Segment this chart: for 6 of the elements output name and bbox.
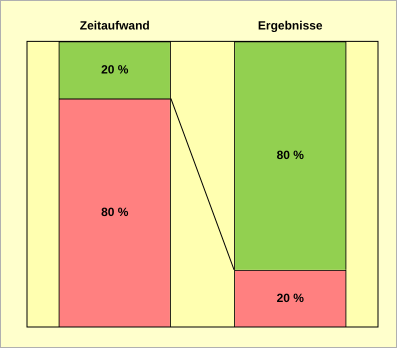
x-tick-label: Zeitaufwand <box>80 18 150 33</box>
data-label: 20 % <box>276 290 304 305</box>
data-label: 20 % <box>101 62 129 76</box>
data-label: 80 % <box>101 205 129 220</box>
x-tick-label: Ergebnisse <box>258 18 323 33</box>
data-label: 80 % <box>276 148 304 162</box>
